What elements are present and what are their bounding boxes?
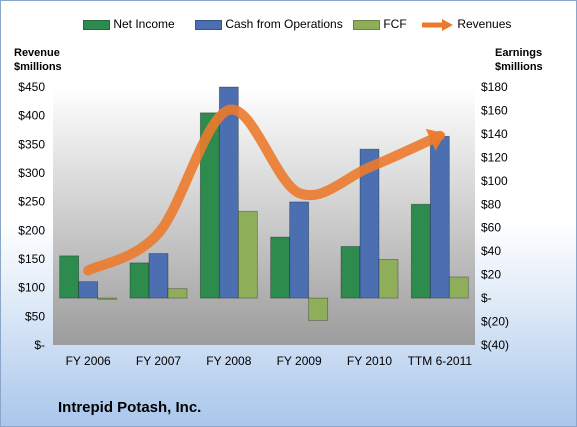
left-tick-label: $100 bbox=[18, 281, 45, 295]
legend-label-revenues: Revenues bbox=[457, 17, 512, 31]
right-axis-title-line-1: Earnings bbox=[495, 47, 543, 59]
bar-fcf-fy-2007 bbox=[167, 288, 188, 299]
legend-swatch-revenues bbox=[422, 18, 453, 31]
bar-cash-from-operations-fy-2010 bbox=[359, 148, 380, 299]
company-name: Intrepid Potash, Inc. bbox=[58, 399, 202, 416]
legend-item-fcf: FCF bbox=[353, 17, 407, 31]
bar-cash-from-operations-fy-2006 bbox=[78, 281, 99, 299]
bar-net-income-fy-2007 bbox=[129, 262, 150, 299]
right-tick-label: $(20) bbox=[481, 315, 509, 329]
bar-fcf-fy-2009 bbox=[308, 297, 329, 321]
left-tick-label: $150 bbox=[18, 252, 45, 266]
left-axis-title: Revenue $millions bbox=[14, 46, 62, 74]
right-tick-label: $(40) bbox=[481, 338, 509, 352]
bar-net-income-fy-2009 bbox=[270, 236, 291, 299]
left-tick-label: $400 bbox=[18, 109, 45, 123]
left-tick-label: $50 bbox=[25, 309, 45, 323]
bar-cash-from-operations-fy-2009 bbox=[289, 201, 310, 299]
plot-area bbox=[53, 87, 475, 345]
bar-cash-from-operations-fy-2007 bbox=[148, 253, 169, 299]
right-tick-label: $160 bbox=[481, 103, 508, 117]
left-tick-label: $450 bbox=[18, 80, 45, 94]
legend-item-cash-from-operations: Cash from Operations bbox=[195, 17, 343, 31]
bar-cash-from-operations-fy-2008 bbox=[218, 86, 239, 299]
bar-fcf-fy-2010 bbox=[378, 258, 399, 299]
right-tick-label: $20 bbox=[481, 268, 501, 282]
legend-item-revenues: Revenues bbox=[420, 17, 511, 31]
legend-label-net-income: Net Income bbox=[113, 17, 175, 31]
bar-fcf-ttm-6-2011 bbox=[448, 276, 469, 299]
bar-net-income-fy-2006 bbox=[59, 255, 80, 299]
right-tick-label: $180 bbox=[481, 80, 508, 94]
legend-swatch-net-income bbox=[83, 19, 110, 30]
line-revenues-arrowhead bbox=[425, 128, 446, 151]
category-label-ttm-6-2011: TTM 6-2011 bbox=[408, 354, 473, 368]
bar-cash-from-operations-ttm-6-2011 bbox=[429, 135, 450, 299]
legend-label-cash-from-operations: Cash from Operations bbox=[225, 17, 343, 31]
left-tick-label: $350 bbox=[18, 137, 45, 151]
category-label-fy-2009: FY 2009 bbox=[277, 354, 322, 368]
left-tick-label: $300 bbox=[18, 166, 45, 180]
right-tick-label: $60 bbox=[481, 221, 501, 235]
left-axis-title-line-1: Revenue bbox=[14, 47, 60, 59]
left-tick-label: $- bbox=[34, 338, 45, 352]
right-axis-title-line-2: $millions bbox=[495, 61, 543, 73]
legend-swatch-fcf bbox=[353, 19, 380, 30]
bar-fcf-fy-2006 bbox=[97, 297, 118, 300]
right-tick-label: $120 bbox=[481, 150, 508, 164]
left-axis-title-line-2: $millions bbox=[14, 61, 62, 73]
bar-net-income-fy-2010 bbox=[340, 246, 361, 299]
legend-label-fcf: FCF bbox=[383, 17, 407, 31]
right-tick-label: $80 bbox=[481, 197, 501, 211]
category-label-fy-2006: FY 2006 bbox=[66, 354, 111, 368]
legend-swatch-cash-from-operations bbox=[195, 19, 222, 30]
bar-fcf-fy-2008 bbox=[237, 210, 258, 299]
category-label-fy-2007: FY 2007 bbox=[136, 354, 181, 368]
bar-net-income-ttm-6-2011 bbox=[410, 203, 431, 299]
category-label-fy-2010: FY 2010 bbox=[347, 354, 392, 368]
right-axis-title: Earnings $millions bbox=[495, 46, 543, 74]
left-tick-label: $250 bbox=[18, 195, 45, 209]
category-label-fy-2008: FY 2008 bbox=[206, 354, 251, 368]
right-tick-label: $40 bbox=[481, 244, 501, 258]
right-tick-label: $- bbox=[481, 291, 492, 305]
right-tick-label: $100 bbox=[481, 174, 508, 188]
left-tick-label: $200 bbox=[18, 223, 45, 237]
legend-item-net-income: Net Income bbox=[83, 17, 175, 31]
right-tick-label: $140 bbox=[481, 127, 508, 141]
